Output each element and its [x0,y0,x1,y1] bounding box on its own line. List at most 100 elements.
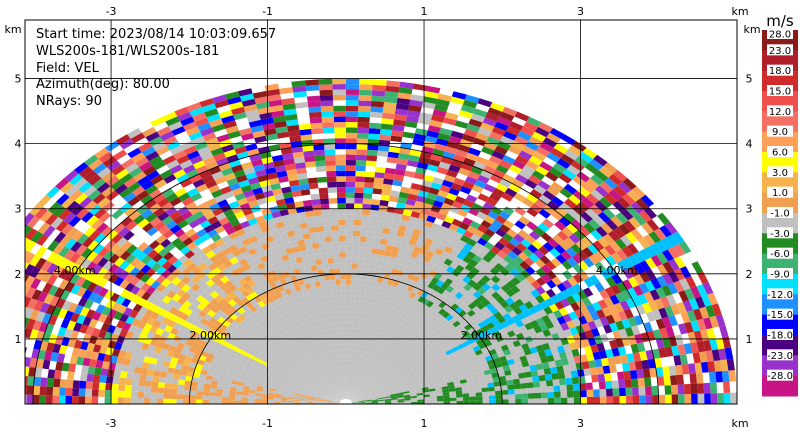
velocity-cell [332,236,339,242]
velocity-cell [359,236,367,242]
velocity-cell [329,274,335,280]
velocity-cell [404,171,415,178]
velocity-cell [216,393,223,397]
velocity-cell [367,231,375,237]
velocity-cell [346,155,357,161]
velocity-cell [645,386,652,395]
velocity-cell [27,386,34,395]
velocity-cell [67,372,75,381]
velocity-cell [354,209,362,215]
velocity-cell [361,280,367,286]
velocity-cell [320,198,329,204]
velocity-cell [209,392,216,396]
velocity-cell [346,225,354,231]
velocity-cell [346,334,349,340]
velocity-cell [352,247,359,253]
velocity-cell [342,306,346,312]
velocity-cell [443,398,450,401]
velocity-cell [160,371,168,377]
velocity-cell [342,317,346,323]
velocity-cell [376,221,385,227]
velocity-cell [417,400,424,402]
velocity-cell [337,203,345,209]
velocity-cell [380,238,388,244]
velocity-cell [157,393,164,399]
velocity-cell [327,253,334,259]
velocity-cell [506,380,513,386]
velocity-cell [210,388,217,393]
velocity-cell [578,376,586,384]
velocity-cell [678,384,685,394]
velocity-cell [590,367,598,375]
velocity-cell [138,386,145,392]
velocity-cell [606,396,613,404]
velocity-cell [9,292,19,304]
velocity-cell [632,387,639,396]
velocity-cell [189,395,196,400]
velocity-cell [330,280,336,286]
velocity-cell [242,398,249,401]
velocity-cell [554,392,561,398]
velocity-cell [678,394,685,404]
velocity-cell [691,384,698,394]
velocity-cell [368,221,376,227]
velocity-cell [337,193,346,199]
velocity-cell [1,278,12,290]
velocity-cell [538,375,546,382]
velocity-cell [346,317,350,323]
velocity-cell [40,386,47,395]
velocity-cell [346,290,351,296]
velocity-cell [65,396,72,404]
velocity-cell [320,101,333,107]
velocity-cell [358,117,370,123]
velocity-cell [350,301,355,307]
velocity-cell [309,183,319,189]
velocity-cell [670,375,678,385]
velocity-cell [359,296,364,302]
velocity-cell [303,200,312,207]
velocity-cell [355,182,365,188]
velocity-cell [353,231,361,237]
velocity-cell [197,387,204,392]
velocity-cell [564,371,572,378]
velocity-cell [552,379,559,386]
velocity-cell [631,379,638,388]
velocity-cell [325,236,332,242]
velocity-cell [335,144,346,150]
velocity-cell [349,323,353,329]
velocity-cell [338,306,342,312]
velocity-cell [13,283,24,295]
velocity-cell [0,300,9,312]
velocity-cell [369,264,376,270]
velocity-cell [326,247,333,253]
velocity-cell [324,275,330,281]
velocity-cell [346,133,357,139]
velocity-cell [356,274,362,280]
velocity-cell [319,242,326,248]
velocity-cell [341,344,344,350]
velocity-cell [369,215,378,221]
velocity-cell [88,366,96,374]
velocity-cell [106,376,114,384]
velocity-cell [124,391,131,398]
velocity-cell [495,390,502,395]
velocity-cell [346,127,358,133]
velocity-cell [722,371,730,383]
velocity-cell [132,379,139,386]
velocity-cell [18,347,27,357]
velocity-cell [314,254,321,260]
velocity-cell [0,322,7,333]
velocity-cell [613,396,620,404]
velocity-cell [196,400,203,404]
velocity-cell [528,393,535,399]
velocity-cell [323,220,331,226]
velocity-cell [354,296,359,302]
velocity-cell [348,350,351,356]
velocity-cell [476,400,483,404]
velocity-cell [351,279,357,285]
velocity-field [0,79,737,407]
velocity-cell [520,383,527,389]
velocity-cell [370,112,383,118]
velocity-cell [0,363,4,374]
